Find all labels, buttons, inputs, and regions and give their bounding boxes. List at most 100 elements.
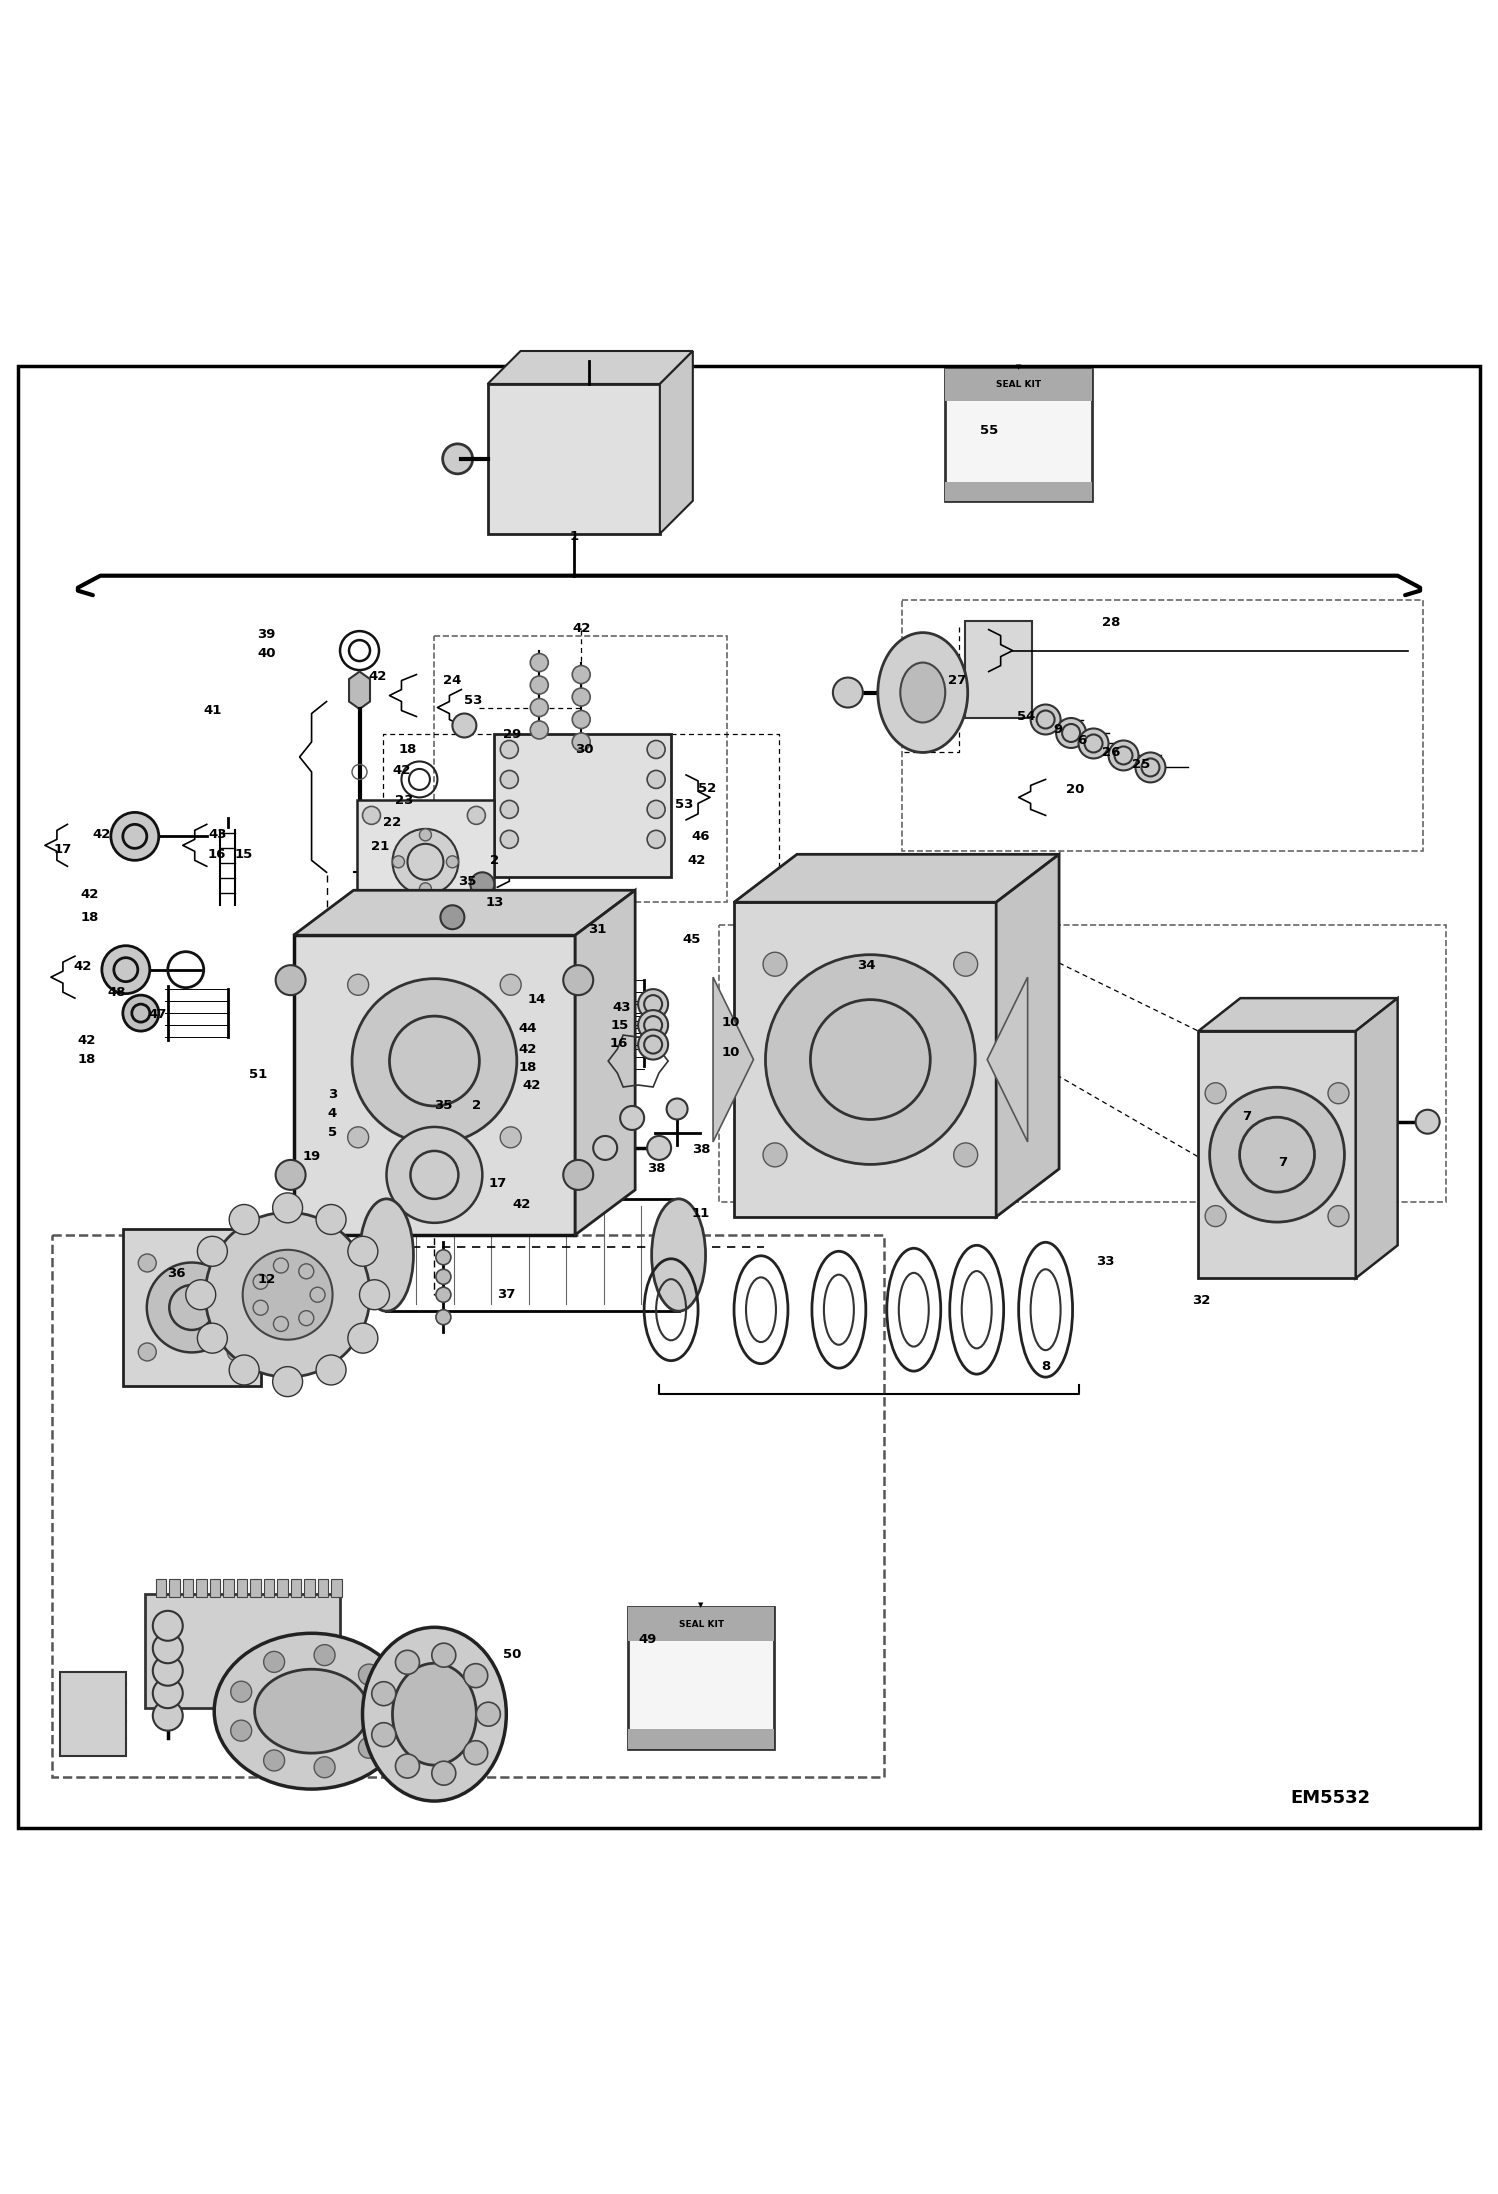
Circle shape — [358, 1663, 379, 1685]
Ellipse shape — [255, 1670, 369, 1753]
Circle shape — [572, 689, 590, 706]
Circle shape — [276, 965, 306, 996]
Bar — [945, 483, 1092, 500]
Circle shape — [440, 906, 464, 930]
Circle shape — [436, 1270, 451, 1283]
Polygon shape — [987, 976, 1028, 1141]
Text: 15: 15 — [235, 847, 253, 860]
Circle shape — [264, 1652, 285, 1672]
Circle shape — [111, 812, 159, 860]
Text: 43: 43 — [208, 829, 226, 840]
Circle shape — [153, 1610, 183, 1641]
Text: ▼: ▼ — [1016, 364, 1022, 371]
Text: SEAL KIT: SEAL KIT — [996, 380, 1041, 388]
Circle shape — [647, 1136, 671, 1161]
Text: 4: 4 — [328, 1108, 337, 1119]
Circle shape — [348, 1128, 369, 1147]
Text: 55: 55 — [980, 423, 998, 437]
Circle shape — [572, 665, 590, 685]
Bar — [628, 1606, 774, 1641]
Bar — [60, 1672, 126, 1755]
Text: 7: 7 — [1242, 1110, 1251, 1123]
Circle shape — [614, 402, 632, 419]
Circle shape — [186, 1279, 216, 1310]
Circle shape — [102, 946, 150, 994]
Polygon shape — [488, 351, 692, 384]
Circle shape — [276, 1161, 306, 1189]
Bar — [1198, 1031, 1356, 1279]
Text: 42: 42 — [73, 961, 91, 974]
Circle shape — [360, 1279, 389, 1310]
Circle shape — [228, 1343, 246, 1360]
Bar — [304, 1580, 315, 1597]
Text: 18: 18 — [81, 911, 99, 924]
Circle shape — [392, 829, 458, 895]
Circle shape — [298, 1264, 313, 1279]
Text: 2: 2 — [472, 1099, 481, 1112]
Circle shape — [614, 498, 632, 516]
Circle shape — [298, 1310, 313, 1325]
Circle shape — [153, 1678, 183, 1709]
Text: 15: 15 — [611, 1018, 629, 1031]
Text: 18: 18 — [398, 744, 416, 757]
Text: 30: 30 — [575, 744, 593, 757]
Bar — [434, 636, 727, 902]
Circle shape — [147, 1262, 237, 1352]
Polygon shape — [734, 853, 1059, 902]
Circle shape — [229, 1205, 259, 1235]
Circle shape — [515, 498, 533, 516]
Circle shape — [500, 801, 518, 818]
Text: 42: 42 — [688, 853, 706, 867]
Circle shape — [762, 1143, 786, 1167]
Text: 20: 20 — [1067, 783, 1085, 796]
Circle shape — [123, 996, 159, 1031]
Text: 53: 53 — [464, 693, 482, 706]
Text: 24: 24 — [443, 674, 461, 687]
Text: 10: 10 — [722, 1016, 740, 1029]
Circle shape — [509, 408, 623, 522]
Text: 49: 49 — [638, 1632, 656, 1646]
Circle shape — [436, 1310, 451, 1325]
Text: 53: 53 — [676, 799, 694, 812]
Circle shape — [1416, 1110, 1440, 1134]
Bar — [223, 1580, 234, 1597]
Text: 33: 33 — [1097, 1255, 1115, 1268]
Bar — [719, 924, 1446, 1202]
Text: 42: 42 — [512, 1198, 530, 1211]
Circle shape — [316, 1205, 346, 1235]
Text: 19: 19 — [303, 1150, 321, 1163]
Circle shape — [229, 1356, 259, 1384]
Circle shape — [1135, 753, 1165, 783]
Circle shape — [138, 1343, 156, 1360]
Circle shape — [431, 1643, 455, 1667]
Circle shape — [647, 770, 665, 788]
Text: ▼: ▼ — [698, 1602, 704, 1608]
Circle shape — [348, 1235, 377, 1266]
Circle shape — [500, 1128, 521, 1147]
Circle shape — [593, 1136, 617, 1161]
Circle shape — [954, 1143, 978, 1167]
Circle shape — [1204, 1207, 1225, 1226]
Text: 21: 21 — [372, 840, 389, 853]
Text: 42: 42 — [369, 669, 386, 682]
Circle shape — [363, 897, 380, 915]
Circle shape — [231, 1720, 252, 1742]
Text: 42: 42 — [523, 1079, 541, 1093]
Circle shape — [205, 1213, 370, 1378]
Circle shape — [572, 733, 590, 750]
Text: 47: 47 — [148, 1007, 166, 1020]
Text: 18: 18 — [78, 1053, 96, 1066]
Text: 42: 42 — [392, 764, 410, 777]
Text: 6: 6 — [1077, 735, 1086, 746]
Circle shape — [620, 1106, 644, 1130]
Bar — [628, 1729, 774, 1749]
Bar — [628, 1606, 774, 1749]
Bar — [318, 1580, 328, 1597]
Bar — [52, 1235, 884, 1777]
Circle shape — [1109, 742, 1138, 770]
Circle shape — [500, 974, 521, 996]
Text: 3: 3 — [328, 1088, 337, 1101]
Circle shape — [467, 807, 485, 825]
Circle shape — [470, 873, 494, 897]
Text: 11: 11 — [692, 1207, 710, 1220]
